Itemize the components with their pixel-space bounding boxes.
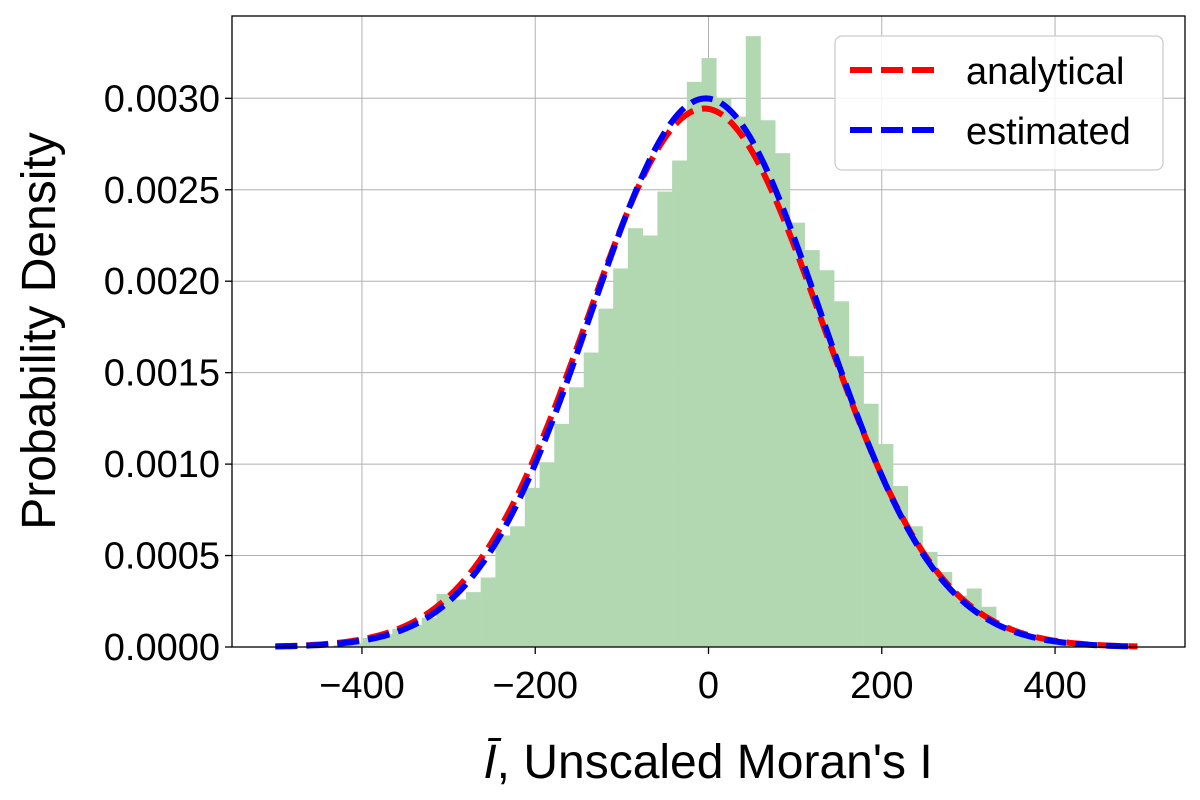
y-tick-label-5: 0.0025 — [104, 170, 220, 212]
histogram-bar-30 — [760, 120, 776, 647]
x-tick-label-4: 400 — [1023, 665, 1086, 707]
x-tick-label-3: 200 — [850, 665, 913, 707]
x-axis-label: Ī, Unscaled Moran's I — [483, 736, 932, 789]
histogram-bar-5 — [392, 628, 408, 647]
histogram-bar-20 — [613, 268, 629, 647]
histogram-bar-33 — [804, 250, 820, 647]
histogram-bar-41 — [922, 551, 938, 647]
histogram-bar-9 — [451, 599, 467, 647]
histogram-bar-44 — [966, 588, 982, 647]
histogram-bar-25 — [686, 81, 702, 647]
histogram-bar-40 — [907, 526, 923, 647]
histogram-bar-21 — [627, 228, 643, 647]
density-curves — [275, 95, 1138, 650]
legend: analytical estimated — [834, 35, 1164, 171]
histogram-bar-14 — [524, 487, 540, 647]
histogram-bar-50 — [1055, 645, 1071, 647]
histogram-bar-2 — [348, 643, 364, 647]
x-axis-ticks: −400 −200 0 200 400 — [319, 647, 1087, 707]
histogram-bar-10 — [465, 592, 481, 647]
y-tick-label-6: 0.0030 — [104, 78, 220, 120]
histogram-bar-32 — [789, 222, 805, 648]
histogram-bar-31 — [775, 153, 791, 647]
histogram-bar-22 — [642, 235, 658, 647]
x-tick-label-2: 0 — [698, 665, 719, 707]
histogram-bar-29 — [745, 36, 761, 648]
histogram-bar-43 — [951, 595, 967, 647]
histogram-bar-18 — [583, 352, 599, 647]
histogram-bar-27 — [716, 98, 732, 648]
legend-label-analytical: analytical — [966, 51, 1124, 93]
y-tick-label-3: 0.0015 — [104, 353, 220, 395]
histogram-bar-7 — [421, 617, 437, 647]
y-axis-ticks: 0.0000 0.0005 0.0010 0.0015 0.0020 0.0025 0.00… — [104, 78, 232, 669]
series-line-estimated — [275, 95, 1138, 650]
histogram-bar-28 — [731, 116, 747, 648]
histogram-bar-13 — [510, 526, 526, 647]
histogram-bar-48 — [1025, 637, 1041, 647]
histogram-bar-12 — [495, 535, 511, 647]
histogram-bars — [333, 36, 1071, 648]
histogram-bar-26 — [701, 58, 717, 648]
histogram-bar-15 — [539, 462, 555, 647]
x-axis-label-text: , Unscaled Moran's I — [497, 736, 933, 789]
x-tick-label-0: −400 — [319, 665, 405, 707]
histogram-bar-16 — [554, 423, 570, 647]
y-tick-label-0: 0.0000 — [104, 627, 220, 669]
histogram-bar-17 — [569, 387, 585, 647]
histogram-bar-19 — [598, 308, 614, 647]
legend-label-estimated: estimated — [966, 111, 1131, 153]
histogram-bar-24 — [672, 160, 688, 647]
y-axis-label: Probability Density — [13, 132, 66, 530]
histogram-bar-3 — [362, 637, 378, 647]
x-tick-label-1: −200 — [492, 665, 578, 707]
y-tick-label-1: 0.0005 — [104, 536, 220, 578]
histogram-bar-34 — [819, 270, 835, 647]
histogram-bar-11 — [480, 577, 496, 647]
y-tick-label-2: 0.0010 — [104, 444, 220, 486]
histogram-bar-23 — [657, 191, 673, 647]
y-tick-label-4: 0.0020 — [104, 261, 220, 303]
histogram-bar-6 — [407, 625, 423, 647]
histogram-bar-49 — [1040, 641, 1056, 647]
